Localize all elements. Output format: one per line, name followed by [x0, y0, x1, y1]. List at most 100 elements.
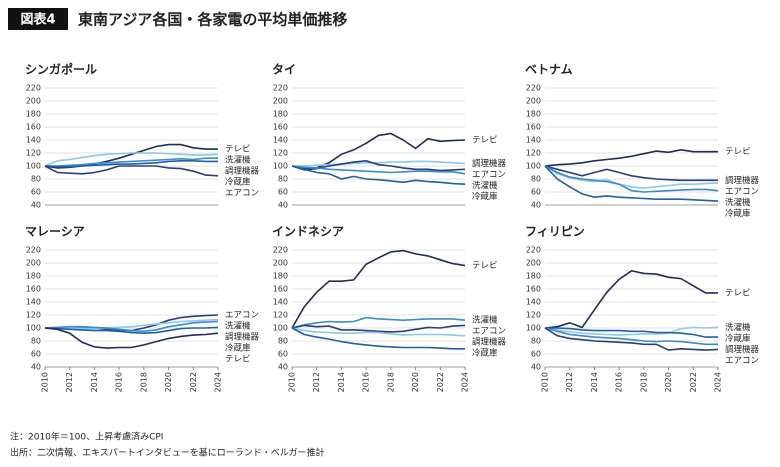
y-tick-label: 160 — [273, 123, 288, 132]
y-tick-label: 40 — [278, 201, 288, 210]
series-label: 調理機器 — [225, 166, 260, 177]
y-tick-label: 140 — [273, 298, 288, 307]
series-line — [44, 160, 218, 168]
y-tick-label: 220 — [26, 84, 41, 93]
series-label: エアコン — [225, 189, 259, 199]
series-label: 調理機器 — [472, 158, 507, 169]
y-tick-label: 220 — [526, 84, 541, 93]
y-tick-label: 100 — [526, 324, 541, 333]
y-tick-label: 120 — [526, 311, 541, 320]
x-tick-label: 2010 — [41, 372, 50, 392]
series-line — [291, 327, 465, 350]
series-line — [291, 316, 466, 329]
x-tick-label: 2024 — [461, 372, 470, 392]
y-tick-label: 200 — [526, 259, 541, 268]
y-tick-label: 140 — [273, 136, 288, 145]
series-label: 洗濯機 — [472, 315, 498, 326]
y-tick-label: 80 — [31, 175, 41, 184]
y-tick-label: 220 — [273, 246, 288, 255]
y-tick-label: 180 — [526, 110, 541, 119]
series-line — [44, 152, 219, 167]
series-line — [291, 165, 466, 185]
series-line — [291, 249, 466, 329]
y-tick-label: 80 — [278, 175, 288, 184]
series-label: エアコン — [472, 327, 506, 337]
series-line — [545, 327, 718, 338]
series-line — [44, 320, 219, 333]
y-tick-label: 120 — [26, 311, 41, 320]
y-tick-label: 80 — [531, 175, 541, 184]
series-label: 冷蔵庫 — [472, 348, 498, 359]
series-line — [44, 326, 219, 335]
y-tick-label: 40 — [531, 201, 541, 210]
y-tick-label: 160 — [273, 285, 288, 294]
y-tick-label: 120 — [273, 149, 288, 158]
y-tick-label: 140 — [526, 298, 541, 307]
panel-title: インドネシア — [272, 225, 344, 239]
series-label: 冷蔵庫 — [225, 177, 251, 188]
y-tick-label: 60 — [531, 188, 541, 197]
series-label: 冷蔵庫 — [225, 343, 251, 354]
series-line — [45, 157, 218, 167]
y-tick-label: 200 — [26, 259, 41, 268]
series-line — [291, 165, 466, 175]
y-tick-label: 140 — [26, 298, 41, 307]
y-tick-label: 220 — [273, 84, 288, 93]
series-line — [544, 327, 718, 346]
y-tick-label: 60 — [278, 188, 288, 197]
series-label: テレビ — [225, 355, 251, 365]
x-tick-label: 2014 — [590, 372, 599, 392]
y-tick-label: 160 — [526, 285, 541, 294]
y-tick-label: 60 — [31, 188, 41, 197]
y-tick-label: 100 — [26, 162, 41, 171]
x-tick-label: 2016 — [615, 372, 624, 392]
panel-title: シンガポール — [25, 62, 97, 77]
series-label: テレビ — [472, 136, 498, 146]
y-tick-label: 120 — [273, 311, 288, 320]
series-label: 洗濯機 — [225, 155, 251, 166]
y-tick-label: 140 — [526, 136, 541, 145]
y-tick-label: 40 — [31, 201, 41, 210]
x-tick-label: 2014 — [90, 372, 99, 392]
series-label: エアコン — [472, 170, 506, 180]
y-tick-label: 180 — [26, 110, 41, 119]
x-tick-label: 2010 — [288, 372, 297, 392]
y-tick-label: 180 — [26, 272, 41, 281]
note: 注：2010年＝100、上昇考慮済みCPI — [10, 431, 163, 443]
y-tick-label: 200 — [273, 259, 288, 268]
x-tick-label: 2022 — [689, 372, 698, 392]
y-tick-label: 100 — [26, 324, 41, 333]
badge-box — [8, 8, 68, 30]
x-tick-label: 2018 — [139, 372, 148, 392]
series-label: エアコン — [725, 356, 759, 366]
y-tick-label: 160 — [26, 285, 41, 294]
series-line — [544, 326, 719, 336]
series-label: 調理機器 — [225, 332, 260, 343]
y-tick-label: 60 — [278, 350, 288, 359]
series-label: 洗濯機 — [725, 322, 751, 333]
source: 出所：二次情報、エキスパートインタビューを基にローランド・ベルガー推計 — [10, 447, 324, 459]
panel-title: マレーシア — [25, 225, 85, 239]
x-tick-label: 2016 — [362, 372, 371, 392]
y-tick-label: 180 — [526, 272, 541, 281]
series-line — [291, 324, 466, 333]
x-tick-label: 2012 — [65, 372, 74, 392]
y-tick-label: 80 — [31, 337, 41, 346]
series-line — [292, 160, 466, 167]
series-line — [291, 132, 466, 170]
x-tick-label: 2012 — [312, 372, 321, 392]
series-line — [544, 269, 718, 329]
x-tick-label: 2010 — [541, 372, 550, 392]
series-line — [44, 165, 219, 177]
x-tick-label: 2020 — [164, 372, 173, 392]
page-title: 東南アジア各国・各家電の平均単価推移 — [78, 11, 347, 29]
y-tick-label: 200 — [26, 97, 41, 106]
y-tick-label: 220 — [526, 246, 541, 255]
panel-title: ベトナム — [525, 63, 573, 77]
panel-title: タイ — [272, 63, 296, 77]
series-label: テレビ — [725, 147, 751, 157]
series-label: 冷蔵庫 — [472, 191, 498, 202]
series-line — [44, 327, 219, 349]
x-tick-label: 2022 — [436, 372, 445, 392]
